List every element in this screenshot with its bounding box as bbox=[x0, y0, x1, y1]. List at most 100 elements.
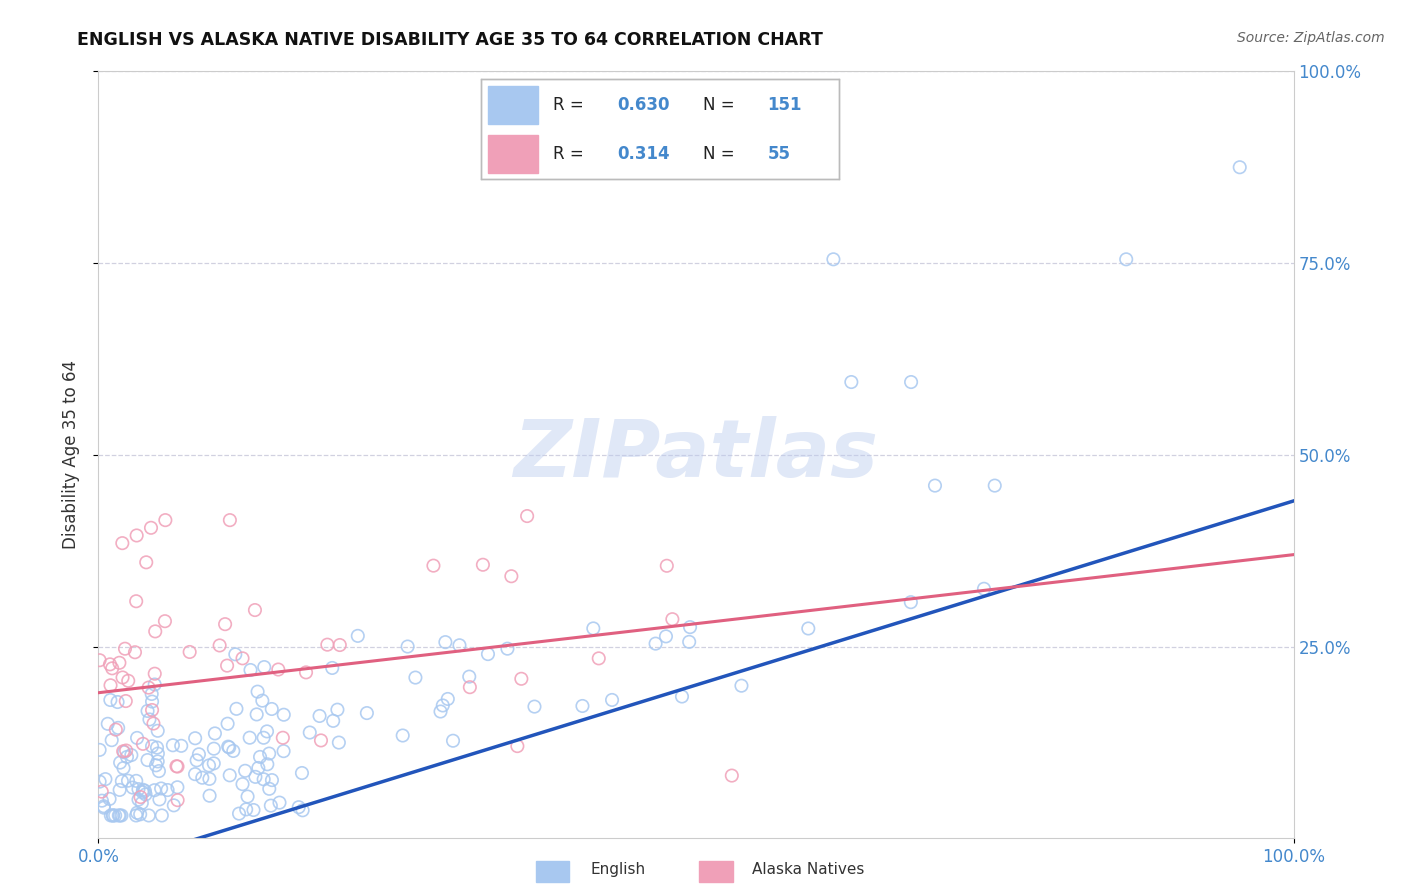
Point bbox=[252, 731, 274, 745]
Point bbox=[571, 698, 593, 713]
Point bbox=[125, 773, 148, 788]
Point bbox=[231, 777, 253, 791]
Point bbox=[135, 788, 157, 802]
Point bbox=[134, 784, 156, 798]
Point bbox=[202, 756, 225, 771]
Point bbox=[458, 680, 481, 694]
Text: English: English bbox=[591, 863, 645, 877]
Text: ENGLISH VS ALASKA NATIVE DISABILITY AGE 35 TO 64 CORRELATION CHART: ENGLISH VS ALASKA NATIVE DISABILITY AGE … bbox=[77, 31, 823, 49]
Point bbox=[218, 768, 240, 782]
Point bbox=[107, 695, 129, 709]
Point bbox=[146, 723, 169, 738]
Point bbox=[243, 603, 266, 617]
Point bbox=[321, 661, 343, 675]
Point bbox=[93, 799, 115, 814]
Point bbox=[143, 624, 166, 639]
Point bbox=[356, 706, 378, 720]
Point bbox=[823, 252, 845, 267]
Point bbox=[128, 792, 150, 806]
Point bbox=[166, 759, 188, 773]
Point bbox=[242, 803, 264, 817]
Point bbox=[166, 780, 188, 795]
Point bbox=[458, 670, 481, 684]
Point bbox=[671, 690, 693, 704]
Point bbox=[112, 761, 135, 775]
Point bbox=[114, 694, 136, 708]
Point bbox=[924, 478, 946, 492]
Point bbox=[506, 739, 529, 753]
Point bbox=[219, 513, 242, 527]
Point bbox=[146, 755, 169, 769]
Point bbox=[100, 678, 122, 692]
Point bbox=[247, 761, 270, 775]
Point bbox=[231, 651, 253, 665]
Point bbox=[132, 782, 155, 797]
Text: ZIPatlas: ZIPatlas bbox=[513, 416, 879, 494]
Point bbox=[730, 679, 752, 693]
Point bbox=[449, 638, 471, 652]
Point bbox=[138, 713, 160, 727]
Point bbox=[98, 657, 121, 672]
Point bbox=[150, 808, 173, 822]
Point bbox=[112, 744, 135, 758]
Point bbox=[291, 803, 314, 817]
Point bbox=[101, 808, 124, 822]
Point bbox=[93, 800, 115, 814]
Point bbox=[225, 702, 247, 716]
Point bbox=[326, 703, 349, 717]
Point bbox=[120, 747, 142, 762]
Point bbox=[114, 641, 136, 656]
Point bbox=[108, 656, 131, 670]
Point bbox=[298, 725, 321, 739]
Point bbox=[148, 792, 170, 806]
Point bbox=[252, 693, 274, 707]
Point bbox=[104, 723, 127, 737]
Point bbox=[108, 783, 131, 797]
Point bbox=[89, 774, 111, 789]
Point bbox=[257, 747, 280, 761]
Point bbox=[141, 695, 163, 709]
Point bbox=[153, 614, 176, 628]
Point bbox=[101, 661, 124, 675]
Point bbox=[146, 747, 169, 761]
Point bbox=[127, 782, 149, 797]
Point bbox=[273, 707, 295, 722]
Point bbox=[271, 731, 294, 745]
Point bbox=[422, 558, 444, 573]
Point bbox=[150, 781, 173, 796]
Point bbox=[218, 740, 240, 755]
Point bbox=[135, 555, 157, 569]
Point bbox=[797, 622, 820, 636]
Point bbox=[115, 743, 138, 757]
Point bbox=[124, 645, 146, 659]
Point bbox=[129, 790, 152, 805]
Point bbox=[329, 638, 352, 652]
Point bbox=[661, 612, 683, 626]
Point bbox=[217, 716, 239, 731]
Point bbox=[245, 770, 267, 784]
Point bbox=[841, 375, 863, 389]
Point bbox=[396, 640, 419, 654]
Point bbox=[166, 793, 188, 807]
Point bbox=[721, 768, 744, 782]
Point bbox=[132, 785, 155, 799]
Point bbox=[104, 808, 127, 822]
Point bbox=[148, 764, 170, 778]
Point bbox=[236, 789, 259, 804]
Point bbox=[156, 783, 179, 797]
Point bbox=[198, 758, 221, 772]
Point bbox=[432, 698, 454, 713]
Point bbox=[644, 637, 666, 651]
Point bbox=[184, 731, 207, 746]
Point bbox=[186, 753, 208, 767]
Point bbox=[107, 721, 129, 735]
Y-axis label: Disability Age 35 to 64: Disability Age 35 to 64 bbox=[62, 360, 80, 549]
Point bbox=[108, 808, 131, 822]
Point bbox=[141, 739, 163, 754]
Point bbox=[496, 641, 519, 656]
Point bbox=[260, 773, 283, 788]
Point bbox=[198, 772, 221, 786]
Point bbox=[146, 740, 169, 755]
Point bbox=[125, 528, 148, 542]
Point bbox=[316, 638, 339, 652]
